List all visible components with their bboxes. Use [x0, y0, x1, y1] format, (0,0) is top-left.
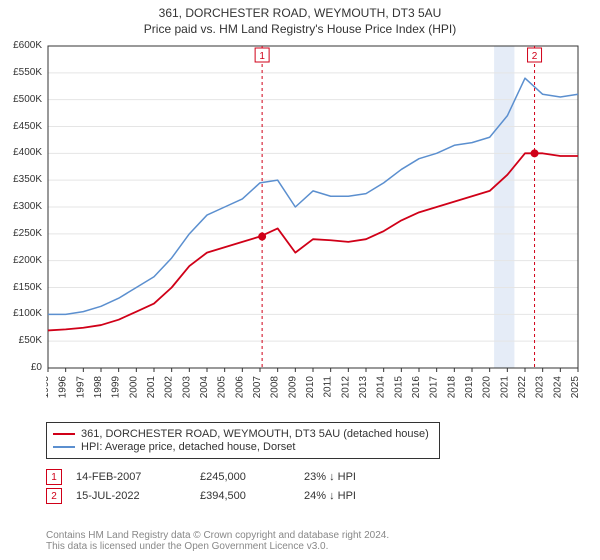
- svg-text:2003: 2003: [181, 376, 192, 399]
- legend-item: 361, DORCHESTER ROAD, WEYMOUTH, DT3 5AU …: [53, 428, 433, 440]
- svg-text:2021: 2021: [499, 376, 510, 399]
- legend-box: 361, DORCHESTER ROAD, WEYMOUTH, DT3 5AU …: [46, 422, 440, 459]
- svg-text:2009: 2009: [287, 376, 298, 399]
- sale-row: 1 14-FEB-2007 £245,000 23% ↓ HPI: [46, 469, 380, 485]
- sale-date: 14-FEB-2007: [76, 471, 176, 483]
- svg-text:2025: 2025: [570, 376, 581, 399]
- footer-attribution: Contains HM Land Registry data © Crown c…: [46, 530, 389, 552]
- y-axis-label: £200K: [13, 255, 42, 266]
- svg-text:2001: 2001: [146, 376, 157, 399]
- legend-swatch-hpi: [53, 446, 75, 449]
- svg-text:2014: 2014: [376, 376, 387, 399]
- y-axis-label: £0: [31, 362, 42, 373]
- y-axis-label: £550K: [13, 67, 42, 78]
- svg-text:2015: 2015: [393, 376, 404, 399]
- svg-text:2008: 2008: [270, 376, 281, 399]
- sale-row: 2 15-JUL-2022 £394,500 24% ↓ HPI: [46, 488, 380, 504]
- sale-date: 15-JUL-2022: [76, 490, 176, 502]
- sales-table: 1 14-FEB-2007 £245,000 23% ↓ HPI 2 15-JU…: [46, 466, 380, 507]
- svg-text:2000: 2000: [128, 376, 139, 399]
- legend-label: HPI: Average price, detached house, Dors…: [81, 441, 295, 453]
- svg-text:1995: 1995: [46, 376, 51, 399]
- svg-text:2017: 2017: [429, 376, 440, 399]
- y-axis-label: £500K: [13, 94, 42, 105]
- svg-text:2002: 2002: [164, 376, 175, 399]
- svg-text:2013: 2013: [358, 376, 369, 399]
- svg-text:2024: 2024: [552, 376, 563, 399]
- y-axis-label: £350K: [13, 174, 42, 185]
- svg-text:1997: 1997: [75, 376, 86, 399]
- svg-text:2010: 2010: [305, 376, 316, 399]
- svg-text:2005: 2005: [217, 376, 228, 399]
- y-axis-label: £600K: [13, 40, 42, 51]
- sale-diff: 24% ↓ HPI: [304, 490, 356, 502]
- y-axis-label: £100K: [13, 308, 42, 319]
- sale-diff: 23% ↓ HPI: [304, 471, 356, 483]
- y-axis-label: £450K: [13, 121, 42, 132]
- chart-title-line2: Price paid vs. HM Land Registry's House …: [0, 20, 600, 36]
- sale-price: £245,000: [200, 471, 280, 483]
- y-axis-label: £300K: [13, 201, 42, 212]
- chart-title-line1: 361, DORCHESTER ROAD, WEYMOUTH, DT3 5AU: [0, 0, 600, 20]
- y-axis-label: £150K: [13, 282, 42, 293]
- svg-text:2020: 2020: [482, 376, 493, 399]
- svg-text:2004: 2004: [199, 376, 210, 399]
- svg-text:1996: 1996: [58, 376, 69, 399]
- svg-text:2022: 2022: [517, 376, 528, 399]
- y-axis-label: £250K: [13, 228, 42, 239]
- y-axis-label: £50K: [19, 335, 42, 346]
- svg-text:2018: 2018: [446, 376, 457, 399]
- sale-marker-icon: 2: [46, 488, 62, 504]
- svg-text:2023: 2023: [535, 376, 546, 399]
- footer-line1: Contains HM Land Registry data © Crown c…: [46, 530, 389, 541]
- sale-price: £394,500: [200, 490, 280, 502]
- svg-text:2016: 2016: [411, 376, 422, 399]
- svg-text:2006: 2006: [234, 376, 245, 399]
- price-chart: 1 2 1995 1996 1997 1998 1999 2000 2001 2002 2003 20…: [46, 40, 586, 410]
- footer-line2: This data is licensed under the Open Gov…: [46, 541, 389, 552]
- legend-swatch-price: [53, 433, 75, 436]
- svg-text:2011: 2011: [323, 376, 334, 398]
- svg-text:1998: 1998: [93, 376, 104, 399]
- y-axis-label: £400K: [13, 147, 42, 158]
- svg-text:2019: 2019: [464, 376, 475, 399]
- svg-text:2012: 2012: [340, 376, 351, 399]
- sale-marker-icon: 1: [46, 469, 62, 485]
- svg-text:1: 1: [259, 51, 265, 62]
- svg-text:2007: 2007: [252, 376, 263, 399]
- svg-text:1999: 1999: [111, 376, 122, 399]
- legend-label: 361, DORCHESTER ROAD, WEYMOUTH, DT3 5AU …: [81, 428, 429, 440]
- svg-text:2: 2: [532, 51, 538, 62]
- legend-item: HPI: Average price, detached house, Dors…: [53, 441, 433, 453]
